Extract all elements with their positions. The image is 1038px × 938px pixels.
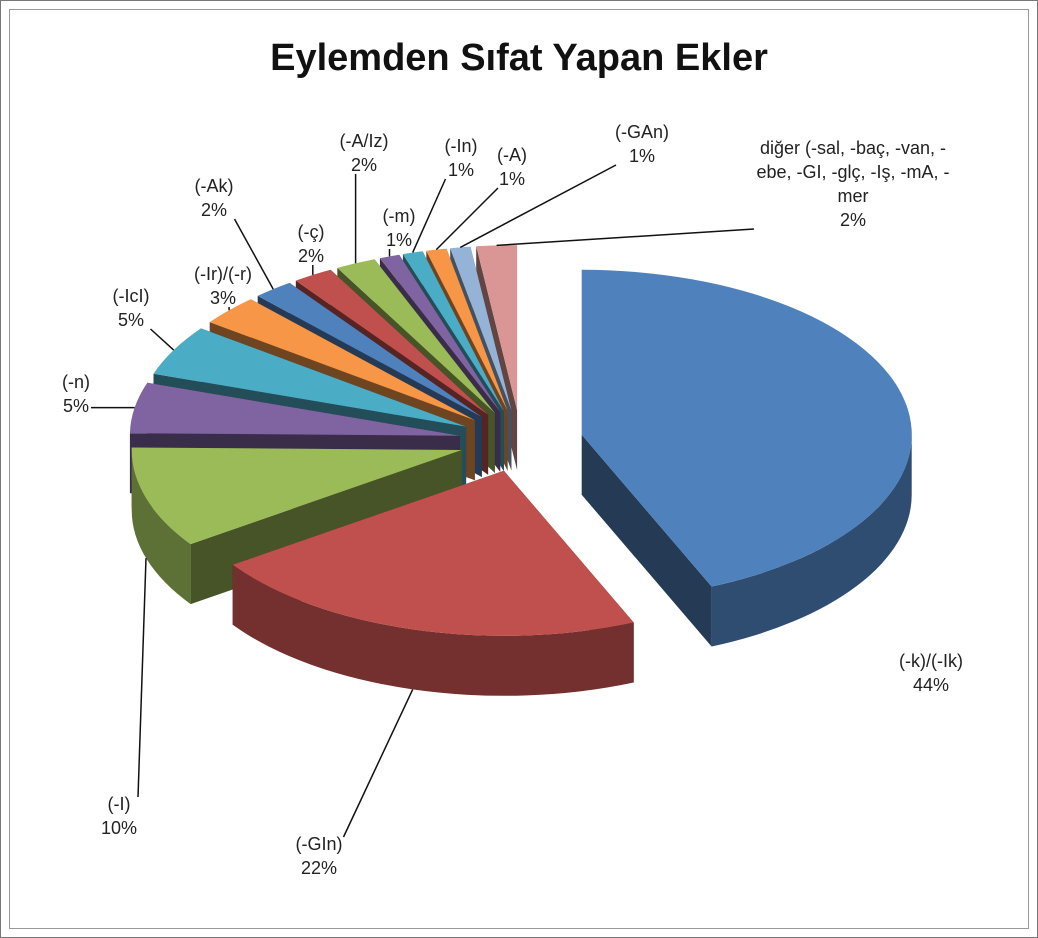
value-label: 5% xyxy=(117,310,145,330)
data-label: (-GIn) 22% xyxy=(296,832,343,880)
leader-line xyxy=(149,328,175,351)
category-label: diğer (-sal, -baç, -van, -ebe, -GI, -glç… xyxy=(756,138,950,206)
slice-top xyxy=(379,254,501,412)
value-label: 2% xyxy=(200,200,227,220)
category-label: (-ç) xyxy=(297,222,325,242)
value-label: 1% xyxy=(498,169,525,189)
value-label: 1% xyxy=(385,230,413,250)
slice-top xyxy=(426,248,508,411)
slice-top xyxy=(232,470,634,636)
category-label: (-In) xyxy=(444,136,478,156)
slice-side xyxy=(581,434,712,647)
leader-line xyxy=(496,228,755,247)
chart-area xyxy=(9,9,1029,929)
slice-top xyxy=(581,269,912,587)
value-label: 44% xyxy=(912,675,950,695)
data-label: (-A/Iz) 2% xyxy=(340,129,389,177)
slice-wall xyxy=(232,564,634,696)
data-label: (-Ir)/(-r) 3% xyxy=(194,262,252,310)
leader-line xyxy=(459,164,617,249)
slice-top xyxy=(337,259,495,413)
slice-wall xyxy=(131,450,191,605)
data-label: (-A) 1% xyxy=(497,143,527,191)
slice-wall xyxy=(711,434,912,647)
value-label: 2% xyxy=(839,210,866,230)
leader-line xyxy=(342,689,414,838)
category-label: (-Ir)/(-r) xyxy=(194,264,252,284)
value-label: 5% xyxy=(62,396,89,416)
category-label: (-I) xyxy=(107,794,131,814)
value-label: 2% xyxy=(350,155,377,175)
category-label: (-A/Iz) xyxy=(339,131,389,151)
slice-top xyxy=(257,282,482,417)
data-label: (-GAn) 1% xyxy=(615,120,669,168)
slice-top xyxy=(295,269,489,415)
data-label: (-ç) 2% xyxy=(298,220,325,268)
leader-line xyxy=(412,178,447,253)
category-label: (-k)/(-Ik) xyxy=(899,651,963,671)
data-label: (-m) 1% xyxy=(383,204,416,252)
slice-top xyxy=(153,328,467,427)
value-label: 1% xyxy=(628,146,655,166)
slice-top xyxy=(129,382,460,436)
category-label: (-A) xyxy=(497,145,527,165)
slice-top xyxy=(450,246,512,411)
category-label: (-GIn) xyxy=(295,834,343,854)
pie-slice xyxy=(232,470,634,696)
leader-line xyxy=(233,218,274,290)
data-label: (-In) 1% xyxy=(445,134,478,182)
category-label: (-Ak) xyxy=(194,176,234,196)
value-label: 3% xyxy=(209,288,236,308)
slice-top xyxy=(402,251,504,412)
pie-slice xyxy=(131,447,462,605)
value-label: 10% xyxy=(100,818,138,838)
data-label: (-IcI) 5% xyxy=(113,284,150,332)
data-label: (-n) 5% xyxy=(62,370,90,418)
leader-line xyxy=(435,187,499,251)
slice-top xyxy=(131,447,462,545)
chart-title: Eylemden Sıfat Yapan Ekler xyxy=(270,37,768,79)
data-label: (-I) 10% xyxy=(101,792,137,840)
leader-line xyxy=(137,558,147,798)
category-label: (-m) xyxy=(382,206,416,226)
data-label: (-Ak) 2% xyxy=(195,174,234,222)
data-label: (-k)/(-Ik) 44% xyxy=(899,649,963,697)
value-label: 22% xyxy=(300,858,338,878)
category-label: (-IcI) xyxy=(112,286,150,306)
data-label: diğer (-sal, -baç, -van, -ebe, -GI, -glç… xyxy=(753,136,953,232)
value-label: 1% xyxy=(447,160,474,180)
value-label: 2% xyxy=(297,246,325,266)
category-label: (-GAn) xyxy=(615,122,669,142)
pie-slice xyxy=(581,269,912,647)
category-label: (-n) xyxy=(62,372,90,392)
slice-top xyxy=(476,245,518,411)
slice-top xyxy=(209,299,475,421)
